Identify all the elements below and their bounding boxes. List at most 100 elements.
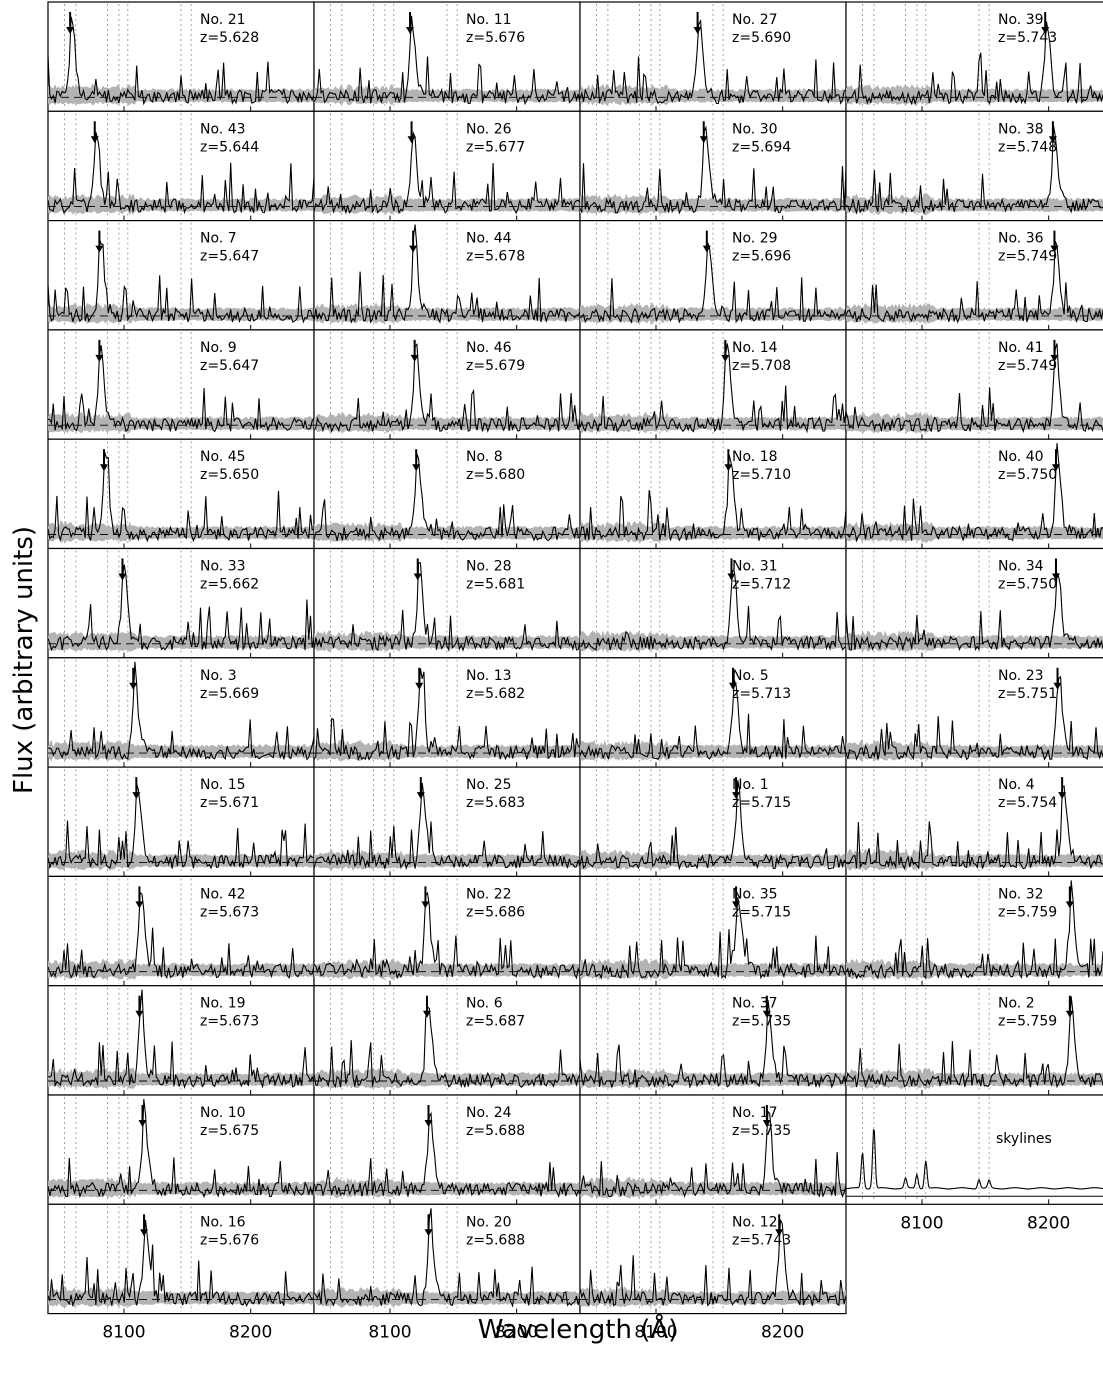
spectrum-line (845, 443, 1103, 543)
spectrum-line (47, 16, 315, 106)
line-arrow-head (1050, 354, 1059, 362)
sky-panel-label: skylines (996, 1131, 1052, 1147)
line-arrow-head (1041, 27, 1050, 34)
object-id-label: No. 2 (998, 996, 1035, 1012)
object-id-label: No. 37 (732, 996, 778, 1012)
spectrum-panel: No. 18 z=5.710 (579, 438, 847, 550)
redshift-label: z=5.650 (200, 467, 259, 483)
panel-frame (845, 1094, 1103, 1205)
line-arrow-head (99, 464, 108, 472)
line-arrow-head (702, 245, 711, 253)
line-arrow-head (1050, 245, 1059, 253)
line-arrow-head (135, 1010, 144, 1018)
object-id-label: No. 3 (200, 668, 237, 684)
redshift-label: z=5.687 (466, 1014, 525, 1030)
line-arrow-head (410, 354, 419, 362)
redshift-label: z=5.676 (466, 30, 525, 46)
spectrum-panel: No. 23 z=5.751 (845, 657, 1103, 768)
redshift-label: z=5.669 (200, 686, 259, 702)
spectrum-panel: No. 12 z=5.743 (579, 1203, 847, 1315)
sky-spectrum-line (845, 1129, 1103, 1190)
object-id-label: No. 21 (200, 12, 246, 28)
object-id-label: No. 32 (998, 886, 1044, 902)
spectrum-panel: No. 1 z=5.715 (579, 766, 847, 877)
spectrum-line (579, 125, 847, 215)
line-arrow-head (762, 1010, 771, 1018)
line-arrow-head (90, 136, 99, 144)
spectrum-line (47, 661, 315, 761)
redshift-label: z=5.749 (998, 249, 1057, 265)
object-id-label: No. 25 (466, 777, 512, 793)
spectrum-line (845, 996, 1103, 1089)
redshift-label: z=5.680 (466, 467, 525, 483)
x-tick-label: 8100 (634, 1323, 677, 1343)
spectrum-panel: No. 40 z=5.750 (845, 438, 1103, 550)
object-id-label: No. 35 (732, 886, 778, 902)
redshift-label: z=5.676 (200, 1232, 259, 1248)
object-id-label: No. 43 (200, 121, 246, 137)
spectrum-panel: No. 45 z=5.650 (47, 438, 315, 550)
line-arrow-head (415, 682, 424, 690)
object-id-label: No. 42 (200, 886, 246, 902)
spectrum-panel: No. 31 z=5.712 (579, 547, 847, 659)
spectrum-panel: No. 17 z=5.735 (579, 1094, 847, 1205)
spectrum-panel: No. 41 z=5.749 (845, 329, 1103, 440)
spectrum-line (845, 21, 1103, 106)
object-id-label: No. 11 (466, 12, 512, 28)
spectrum-panel: No. 28 z=5.681 (313, 547, 581, 659)
spectrum-line (313, 1006, 581, 1089)
line-arrow-head (1065, 901, 1074, 909)
line-arrow-head (1048, 136, 1057, 144)
spectrum-panel: No. 15 z=5.671 (47, 766, 315, 877)
redshift-label: z=5.677 (466, 139, 525, 155)
spectrum-panel: No. 22 z=5.686 (313, 875, 581, 987)
object-id-label: No. 33 (200, 559, 246, 575)
noise-band (48, 411, 314, 434)
redshift-label: z=5.682 (466, 686, 525, 702)
line-arrow-head (95, 354, 104, 362)
redshift-label: z=5.750 (998, 577, 1057, 593)
spectrum-panel: No. 43 z=5.644 (47, 110, 315, 222)
line-arrow-head (421, 901, 430, 909)
object-id-label: No. 12 (732, 1214, 778, 1230)
x-tick-label: 8100 (900, 1213, 943, 1233)
redshift-label: z=5.678 (466, 249, 525, 265)
spectrum-panel: No. 3 z=5.669 (47, 657, 315, 768)
object-id-label: No. 36 (998, 231, 1044, 247)
spectrum-panel: No. 46 z=5.679 (313, 329, 581, 440)
line-arrow-head (1051, 573, 1060, 581)
line-arrow-head (699, 136, 708, 144)
object-id-label: No. 30 (732, 121, 778, 137)
spectrum-line (579, 999, 847, 1089)
spectrum-panel: No. 26 z=5.677 (313, 110, 581, 222)
redshift-label: z=5.754 (998, 795, 1057, 811)
redshift-label: z=5.735 (732, 1014, 791, 1030)
object-id-label: No. 14 (732, 340, 778, 356)
object-id-label: No. 4 (998, 777, 1035, 793)
redshift-label: z=5.647 (200, 249, 259, 265)
redshift-label: z=5.710 (732, 467, 791, 483)
spectrum-line (313, 453, 581, 542)
object-id-label: No. 39 (998, 12, 1044, 28)
object-id-label: No. 26 (466, 121, 512, 137)
spectrum-line (313, 561, 581, 652)
spectrum-line (47, 132, 315, 215)
redshift-label: z=5.662 (200, 577, 259, 593)
line-arrow-head (1065, 1010, 1074, 1018)
object-id-label: No. 24 (466, 1105, 512, 1121)
spectrum-panel: No. 7 z=5.647 (47, 220, 315, 331)
redshift-label: z=5.671 (200, 795, 259, 811)
noise-band (48, 83, 314, 106)
spectrum-line (313, 224, 581, 324)
line-arrow-head (413, 573, 422, 581)
spectrum-line (845, 343, 1103, 434)
spectrum-line (47, 345, 315, 433)
line-arrow-head (118, 573, 127, 581)
spectrum-line (313, 782, 581, 871)
object-id-label: No. 40 (998, 449, 1044, 465)
redshift-label: z=5.751 (998, 686, 1057, 702)
redshift-label: z=5.644 (200, 139, 259, 155)
spectrum-panel: No. 38 z=5.748 (845, 110, 1103, 222)
